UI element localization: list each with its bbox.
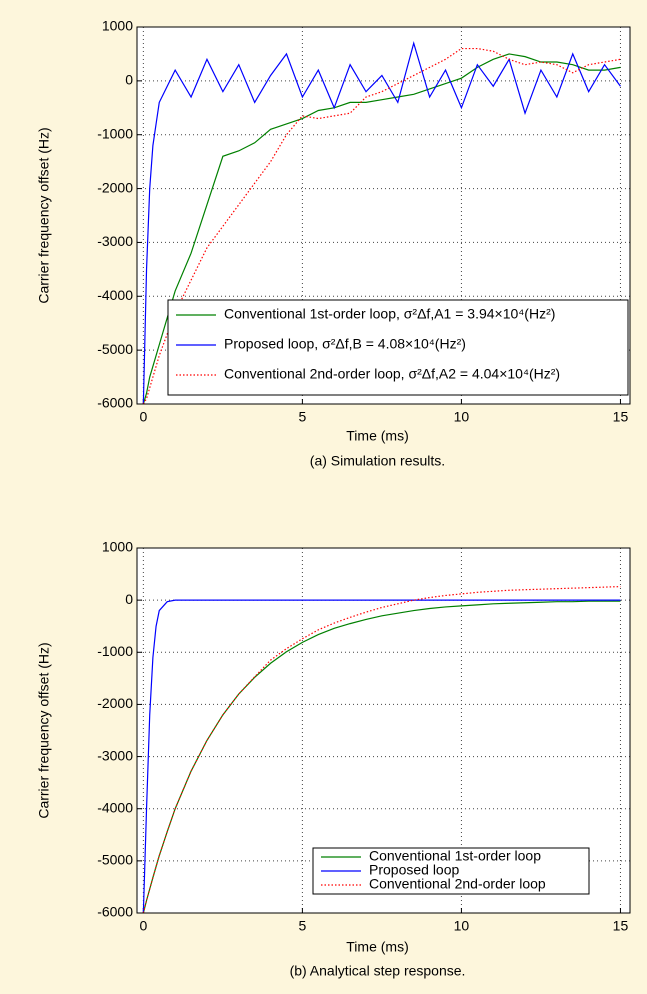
- x-tick-label: 0: [139, 918, 147, 934]
- y-tick-label: 0: [125, 72, 133, 88]
- y-axis-label: Carrier frequency offset (Hz): [36, 642, 52, 818]
- series-line: [142, 40, 621, 405]
- y-tick-label: 1000: [102, 539, 133, 555]
- y-tick-label: -2000: [97, 695, 133, 711]
- legend-label: Conventional 2nd-order loop: [369, 876, 546, 892]
- y-tick-label: -5000: [97, 341, 133, 357]
- legend-box: [167, 299, 629, 396]
- caption: (a) Simulation results.: [310, 453, 445, 469]
- legend-label: Conventional 1st-order loop: [369, 848, 541, 864]
- x-tick-label: 10: [454, 409, 470, 425]
- y-tick-label: -5000: [97, 852, 133, 868]
- axes-frame: [136, 547, 631, 914]
- legend-label: Conventional 2nd-order loop, σ²Δf,A2 = 4…: [224, 366, 560, 382]
- y-tick-label: -6000: [97, 395, 133, 411]
- legend-label: Conventional 1st-order loop, σ²Δf,A1 = 3…: [224, 306, 555, 322]
- y-tick-label: -3000: [97, 233, 133, 249]
- y-tick-label: -1000: [97, 643, 133, 659]
- legend-label: Proposed loop, σ²Δf,B = 4.08×10⁴(Hz²): [224, 336, 466, 352]
- x-axis-label: Time (ms): [346, 939, 408, 955]
- axes-frame: [136, 26, 631, 405]
- y-axis-label: Carrier frequency offset (Hz): [36, 127, 52, 303]
- series-line: [142, 585, 621, 914]
- series-line: [142, 53, 621, 405]
- y-tick-label: -6000: [97, 904, 133, 920]
- y-tick-label: -1000: [97, 125, 133, 141]
- legend-label: Proposed loop: [369, 862, 460, 878]
- y-tick-label: -2000: [97, 179, 133, 195]
- y-tick-label: -4000: [97, 799, 133, 815]
- y-tick-label: -4000: [97, 287, 133, 303]
- series-line: [142, 599, 621, 914]
- x-tick-label: 15: [613, 918, 629, 934]
- x-tick-label: 5: [298, 409, 306, 425]
- x-tick-label: 0: [139, 409, 147, 425]
- series-line: [142, 47, 621, 405]
- y-tick-label: -3000: [97, 747, 133, 763]
- x-tick-label: 5: [298, 918, 306, 934]
- caption: (b) Analytical step response.: [290, 963, 466, 979]
- x-tick-label: 15: [613, 409, 629, 425]
- y-tick-label: 0: [125, 591, 133, 607]
- x-tick-label: 10: [454, 918, 470, 934]
- y-tick-label: 1000: [102, 18, 133, 34]
- x-axis-label: Time (ms): [346, 428, 408, 444]
